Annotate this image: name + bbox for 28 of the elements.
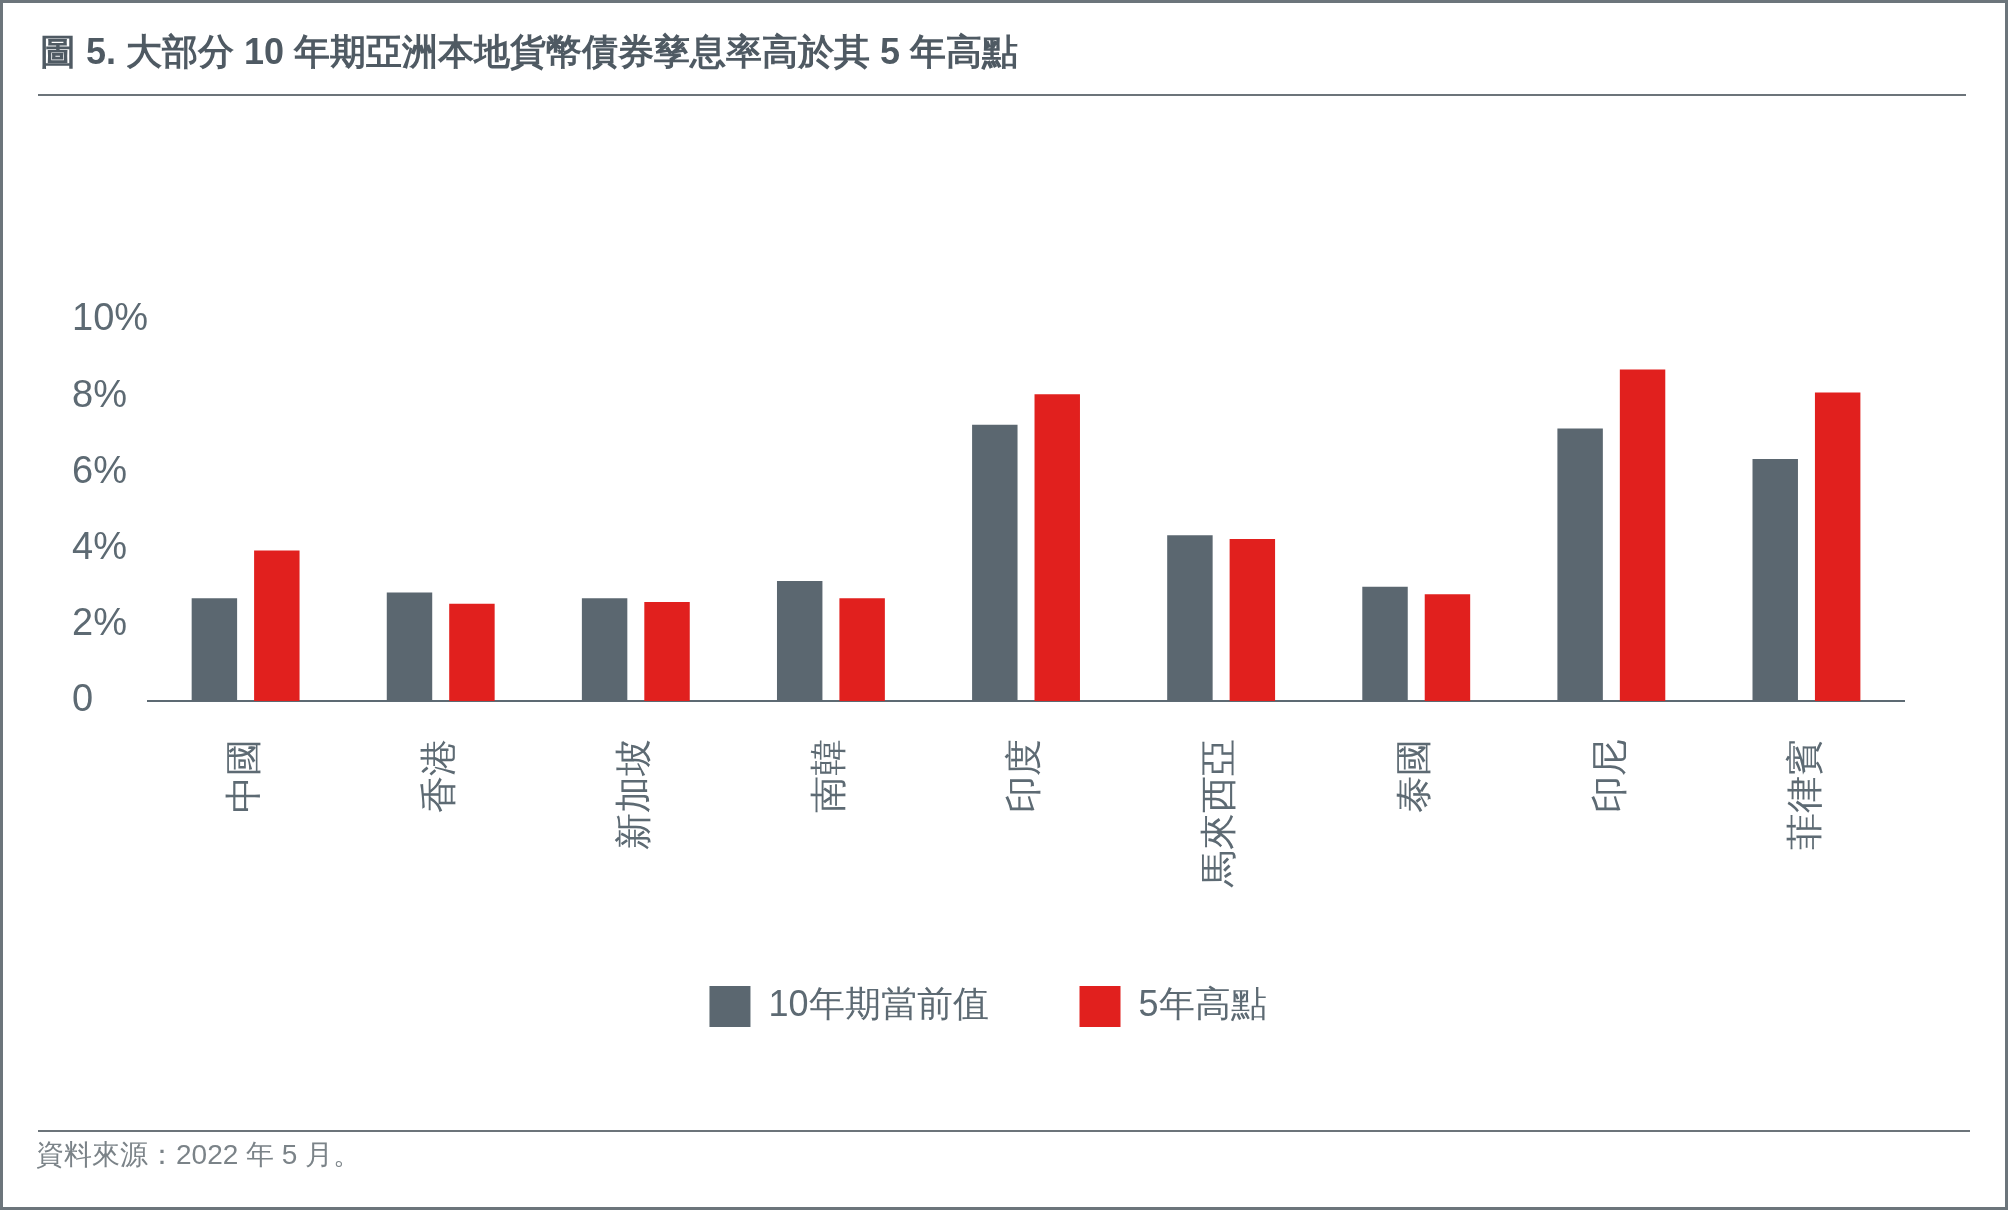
- bar: [1424, 594, 1471, 701]
- x-tick-label: 南韓: [808, 739, 850, 813]
- y-tick-label: 6%: [72, 448, 127, 491]
- y-tick-label: 0: [72, 677, 94, 720]
- x-tick-label: 香港: [417, 739, 459, 813]
- x-tick-label: 馬來西亞: [1198, 739, 1240, 888]
- chart-title: 圖 5. 大部分 10 年期亞洲本地貨幣債券孳息率高於其 5 年高點: [40, 31, 1019, 73]
- y-tick-label: 2%: [72, 601, 127, 644]
- x-tick-label: 菲律賓: [1783, 739, 1825, 850]
- y-tick-label: 4%: [72, 525, 127, 568]
- source-note: 資料來源：2022 年 5 月。: [36, 1139, 362, 1171]
- x-tick-label: 中國: [222, 739, 264, 813]
- bar: [1034, 394, 1080, 701]
- bar: [1814, 392, 1861, 701]
- y-tick-label: 10%: [72, 296, 149, 339]
- x-tick-label: 印度: [1003, 739, 1045, 813]
- bar: [254, 550, 300, 701]
- x-tick-label: 新加坡: [613, 739, 655, 850]
- bar: [839, 598, 885, 701]
- legend-label: 5年高點: [1138, 983, 1267, 1025]
- bar: [449, 603, 495, 701]
- bar: [644, 601, 690, 701]
- legend-label: 10年期當前值: [768, 983, 989, 1025]
- x-tick-label: 印尼: [1588, 739, 1630, 813]
- bar: [1229, 539, 1276, 701]
- bar: [1619, 369, 1666, 701]
- y-tick-label: 8%: [72, 372, 127, 415]
- x-tick-label: 泰國: [1393, 739, 1435, 813]
